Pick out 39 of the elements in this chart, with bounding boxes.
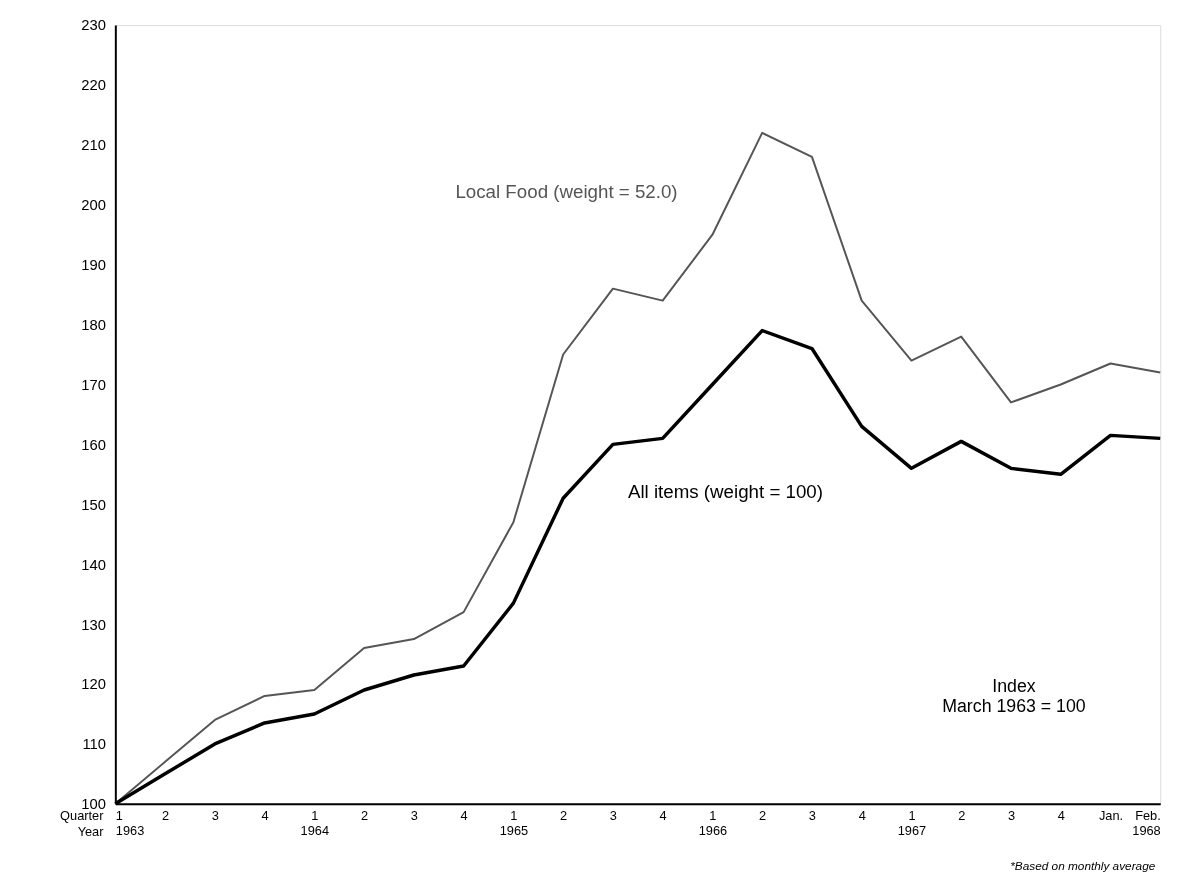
x-tick-label: 1 1964 bbox=[300, 808, 330, 838]
x-tick-label: 3 bbox=[211, 808, 219, 824]
x-tick-label: Feb. 1968 bbox=[1132, 808, 1161, 838]
y-tick-label: 190 bbox=[81, 257, 106, 274]
x-tick-label: Jan. bbox=[1098, 808, 1124, 824]
text: *Based on monthly average bbox=[1010, 858, 1156, 873]
x-tick-label: 3 bbox=[1007, 808, 1016, 824]
x-tick-label: 4 bbox=[261, 808, 269, 824]
x-tick-label: 2 bbox=[361, 808, 369, 824]
annotation: Index March 1963 = 100 bbox=[942, 675, 1086, 716]
y-tick-label: 210 bbox=[81, 137, 106, 154]
series-label: All items (weight = 100) bbox=[627, 481, 824, 503]
y-tick-label: 180 bbox=[81, 316, 106, 333]
x-tick-label: 2 bbox=[560, 808, 568, 824]
y-tick-label: 140 bbox=[81, 556, 106, 573]
x-tick-label: 2 bbox=[162, 808, 170, 824]
y-tick-label: 200 bbox=[81, 197, 106, 214]
y-tick-label: 160 bbox=[81, 436, 106, 453]
x-tick-label: 1 1967 bbox=[897, 808, 927, 838]
x-tick-label: 1 1963 bbox=[115, 808, 145, 838]
x-tick-label: 4 bbox=[858, 808, 866, 824]
x-tick-label: 1 1965 bbox=[499, 808, 529, 838]
x-tick-label: 3 bbox=[410, 808, 418, 824]
y-tick-label: 130 bbox=[81, 616, 106, 633]
text: Local Food (weight = 52.0) bbox=[455, 181, 678, 203]
x-tick-label: 4 bbox=[460, 808, 468, 824]
x-tick-label: 3 bbox=[808, 808, 816, 824]
x-tick-label: 4 bbox=[659, 808, 667, 824]
x-tick-label: 2 bbox=[958, 808, 966, 824]
x-tick-label: 4 bbox=[1057, 808, 1065, 824]
x-tick-label: 2 bbox=[759, 808, 767, 824]
y-tick-label: 110 bbox=[82, 736, 106, 753]
y-tick-label: 170 bbox=[81, 376, 106, 393]
x-tick-label: 3 bbox=[609, 808, 617, 824]
x-tick-label: 1 1966 bbox=[698, 808, 728, 838]
y-tick-label: 150 bbox=[81, 496, 106, 513]
y-tick-label: 120 bbox=[81, 676, 106, 693]
y-tick-label: 220 bbox=[81, 77, 106, 94]
y-tick-label: 230 bbox=[81, 17, 106, 34]
